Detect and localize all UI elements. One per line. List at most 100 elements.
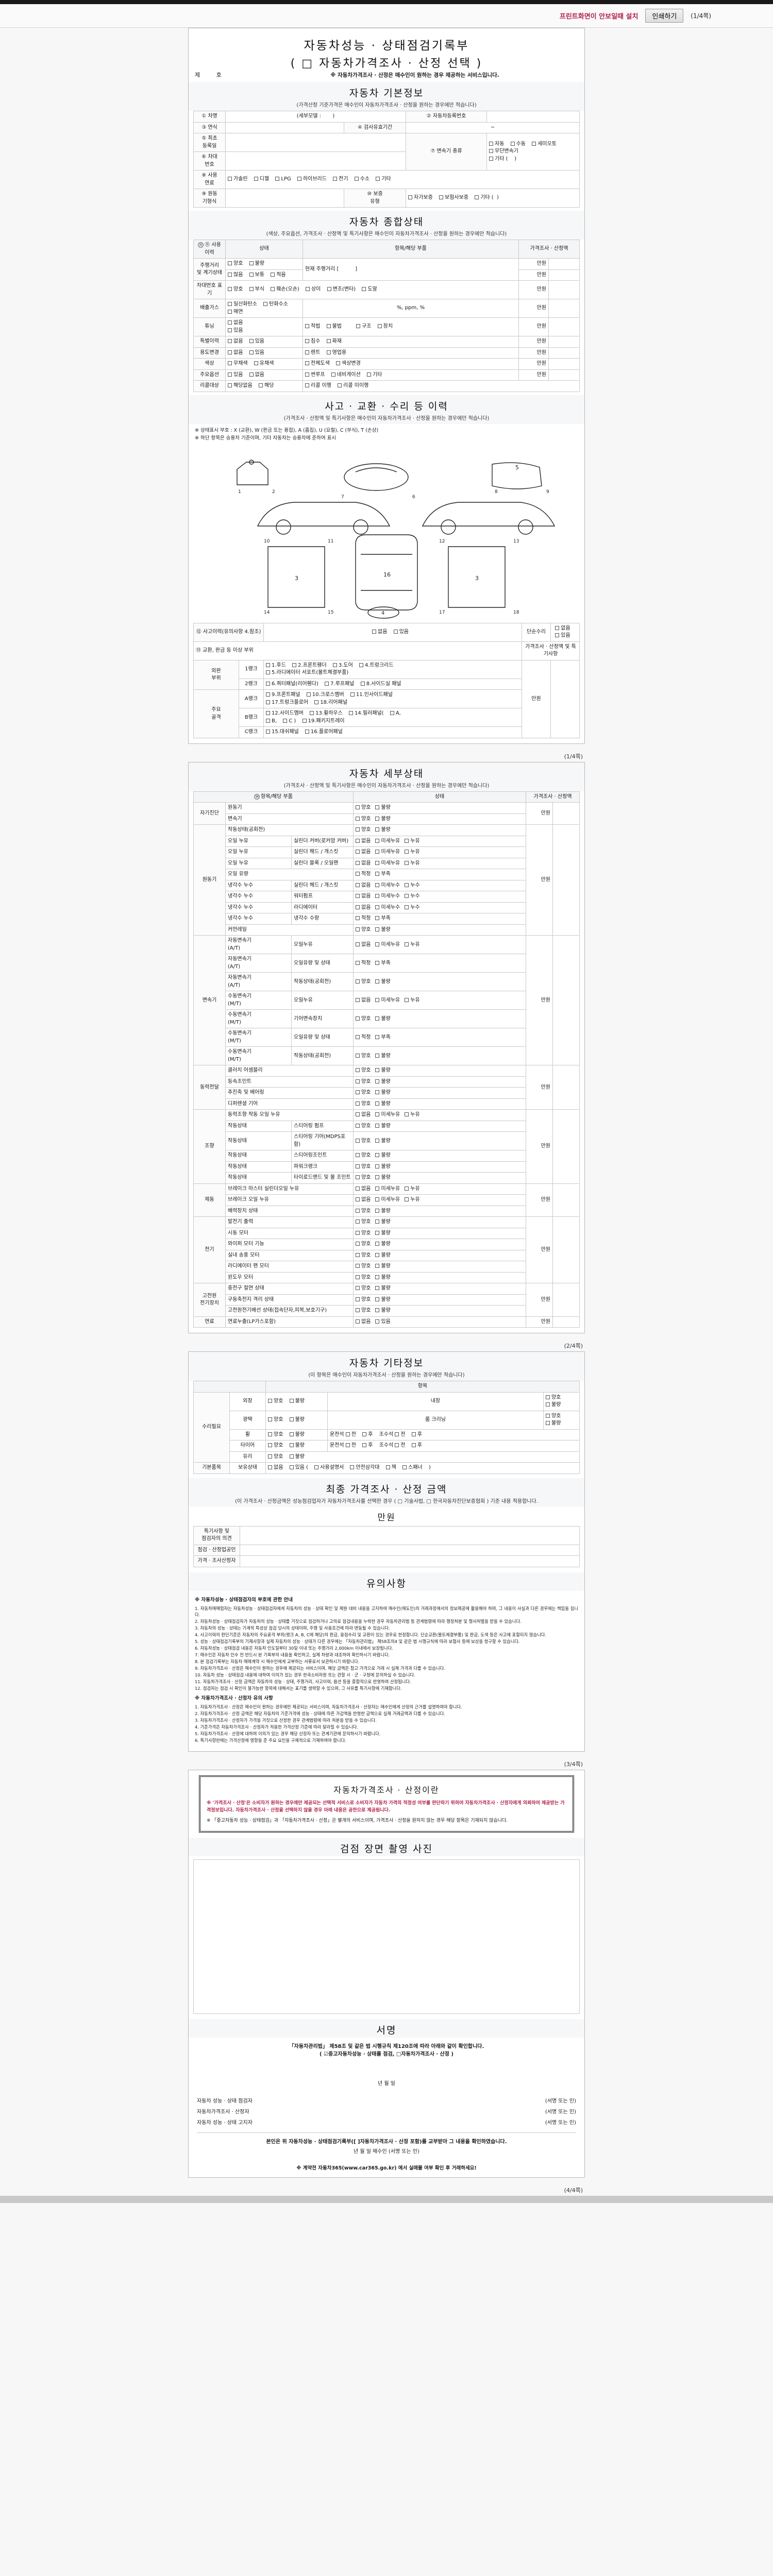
checkbox-icon[interactable] xyxy=(356,850,360,854)
checkbox-icon[interactable] xyxy=(405,883,409,887)
inspect-valid-value[interactable]: ~ xyxy=(406,122,580,133)
checkbox-icon[interactable] xyxy=(375,872,380,876)
opt-없음[interactable]: 없음 xyxy=(356,882,371,890)
row-color-detail[interactable]: 전체도색 색상변경 xyxy=(303,358,519,370)
checkbox-icon[interactable] xyxy=(375,1242,380,1246)
row-recall-state[interactable]: 해당없음 해당 xyxy=(225,380,303,392)
opt-불량[interactable]: 불량 xyxy=(375,1152,391,1160)
opt-불량[interactable]: 불량 xyxy=(375,1307,391,1315)
detail-state-options[interactable]: 적정 부족 xyxy=(353,913,526,925)
opt-불량[interactable]: 불량 xyxy=(375,1067,391,1075)
opt-dash-panel[interactable]: 15.대쉬패널 xyxy=(266,728,299,736)
opt-sunroof[interactable]: 썬루프 xyxy=(305,371,325,379)
opt-tuning-structure[interactable]: 구조 xyxy=(356,323,371,331)
opt-누수[interactable]: 누수 xyxy=(405,893,420,901)
opt-미세누유[interactable]: 미세누유 xyxy=(375,1185,400,1193)
checkbox-icon[interactable] xyxy=(359,663,364,667)
checkbox-icon[interactable] xyxy=(356,1153,360,1158)
opt-tuning-yes[interactable]: 있음 xyxy=(228,327,243,335)
checkbox-icon[interactable] xyxy=(356,838,360,843)
checkbox-icon[interactable] xyxy=(356,324,361,329)
checkbox-icon[interactable] xyxy=(408,195,413,200)
opt-package-tray[interactable]: 19.패키지트레이 xyxy=(302,718,345,725)
detail-state-options[interactable]: 양호 불량 xyxy=(353,1065,526,1077)
opt-양호[interactable]: 양호 xyxy=(356,1015,371,1023)
checkbox-icon[interactable] xyxy=(375,883,380,887)
checkbox-icon[interactable] xyxy=(375,1164,380,1168)
detail-state-options[interactable]: 양호 불량 xyxy=(353,1087,526,1099)
checkbox-icon[interactable] xyxy=(332,663,337,667)
price-value[interactable] xyxy=(548,269,580,281)
opt-rear2[interactable]: 후 xyxy=(411,1431,422,1439)
car-diagram-svg[interactable]: 5 16 3 3 4 xyxy=(206,449,567,619)
opt-없음[interactable]: 없음 xyxy=(356,1318,371,1326)
opt-recall-notdone[interactable]: 리콜 미이행 xyxy=(338,382,368,390)
detail-state-options[interactable]: 양호 불량 xyxy=(353,1205,526,1217)
checkbox-icon[interactable] xyxy=(266,730,271,734)
checkbox-icon[interactable] xyxy=(405,905,409,909)
checkbox-icon[interactable] xyxy=(375,1219,380,1224)
checkbox-icon[interactable] xyxy=(228,261,232,265)
row-usechange-state[interactable]: 없음 있음 xyxy=(225,347,303,359)
opt-미세누수[interactable]: 미세누수 xyxy=(375,893,400,901)
opt-양호[interactable]: 양호 xyxy=(356,1100,371,1108)
checkbox-icon[interactable] xyxy=(375,1208,380,1213)
opt-manual[interactable]: 사용설명서 xyxy=(314,1464,344,1472)
checkbox-icon[interactable] xyxy=(356,1230,360,1235)
opt-pillar-b[interactable]: B, xyxy=(266,718,277,725)
checkbox-icon[interactable] xyxy=(349,711,354,716)
checkbox-icon[interactable] xyxy=(266,681,271,686)
checkbox-icon[interactable] xyxy=(356,872,360,876)
opt-special-yes[interactable]: 있음 xyxy=(249,338,264,346)
checkbox-icon[interactable] xyxy=(356,1035,360,1039)
checkbox-icon[interactable] xyxy=(356,1252,360,1257)
row-mileage-item[interactable]: 현재 주행거리 [ ] xyxy=(303,258,519,281)
checkbox-icon[interactable] xyxy=(405,1197,409,1202)
price-value[interactable] xyxy=(548,258,580,270)
detail-state-options[interactable]: 양호 불량 xyxy=(353,972,526,992)
opt-flooded[interactable]: 침수 xyxy=(305,338,320,346)
checkbox-icon[interactable] xyxy=(375,1230,380,1235)
detail-state-options[interactable]: 양호 불량 xyxy=(353,1294,526,1306)
checkbox-icon[interactable] xyxy=(249,339,254,343)
opt-warranty-self[interactable]: 자가보증 xyxy=(408,194,433,202)
detail-state-options[interactable]: 양호 불량 xyxy=(353,1249,526,1262)
detail-state-options[interactable]: 없음 미세누수 누수 xyxy=(353,902,526,914)
checkbox-icon[interactable] xyxy=(405,997,409,1002)
price-value[interactable] xyxy=(548,280,580,299)
checkbox-icon[interactable] xyxy=(356,1308,360,1313)
sign-seal-3[interactable]: (서명 또는 인) xyxy=(545,2120,576,2126)
opt-없음[interactable]: 없음 xyxy=(356,893,371,901)
opt-fuel-hybrid[interactable]: 하이브리드 xyxy=(297,176,327,183)
opt-simple-yes[interactable]: 있음 xyxy=(555,632,570,640)
opt-양호[interactable]: 양호 xyxy=(356,1053,371,1060)
checkbox-icon[interactable] xyxy=(266,700,271,704)
checkbox-icon[interactable] xyxy=(268,1432,272,1436)
opt-양호[interactable]: 양호 xyxy=(356,1230,371,1238)
checkbox-icon[interactable] xyxy=(356,1090,360,1095)
row-tuning-detail[interactable]: 적법 불법 구조 장치 xyxy=(303,317,519,336)
opt-누유[interactable]: 누유 xyxy=(405,838,420,845)
opinion-value[interactable] xyxy=(240,1526,580,1545)
detail-state-options[interactable]: 없음 미세누유 누유 xyxy=(353,846,526,858)
checkbox-icon[interactable] xyxy=(326,339,331,343)
opt-미세누유[interactable]: 미세누유 xyxy=(375,997,400,1005)
checkbox-icon[interactable] xyxy=(356,1068,360,1073)
sign-seal-2[interactable]: (서명 또는 인) xyxy=(545,2109,576,2115)
opt-bad[interactable]: 불량 xyxy=(545,1401,561,1409)
checkbox-icon[interactable] xyxy=(356,979,360,984)
opt-있음[interactable]: 있음 xyxy=(375,1318,391,1326)
detail-state-options[interactable]: 없음 있음 xyxy=(353,1316,526,1328)
price-assessor-value[interactable] xyxy=(240,1555,580,1567)
rank-2-items[interactable]: 6.쿼터패널(리어휀다) 7.루프패널 8.사이드실 패널 xyxy=(263,678,522,690)
detail-state-options[interactable]: 적정 부족 xyxy=(353,869,526,880)
model-year-value[interactable] xyxy=(225,122,344,133)
detail-price-value[interactable] xyxy=(552,824,580,936)
opt-bad[interactable]: 불량 xyxy=(545,1420,561,1428)
opt-부족[interactable]: 부족 xyxy=(375,1034,391,1042)
opt-front[interactable]: 전 xyxy=(345,1431,356,1439)
opt-미세누유[interactable]: 미세누유 xyxy=(375,1111,400,1119)
opt-양호[interactable]: 양호 xyxy=(356,1163,371,1171)
checkbox-icon[interactable] xyxy=(249,287,254,292)
opt-양호[interactable]: 양호 xyxy=(356,1078,371,1086)
